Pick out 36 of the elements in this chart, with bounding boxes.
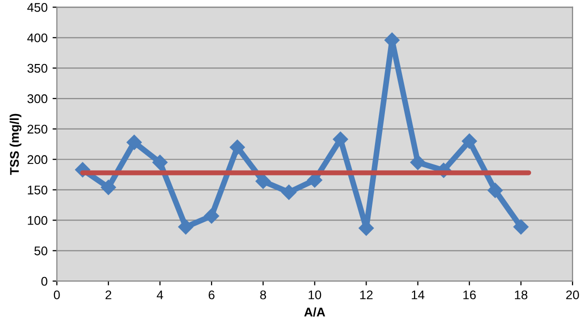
y-tick-label: 350 [27, 64, 48, 73]
point [410, 154, 426, 170]
y-tick-label: 300 [27, 94, 48, 104]
y-tick-label: 0 [41, 276, 48, 286]
point [126, 134, 142, 150]
point [513, 219, 529, 234]
x-tick-label: 6 [208, 290, 214, 300]
x-tick-label: 4 [156, 290, 164, 300]
x-tick-label: 18 [514, 290, 528, 300]
y-tick-label: 150 [28, 186, 48, 194]
x-tick-label: 20 [566, 290, 579, 300]
x-tick-label: 0 [54, 290, 60, 300]
point [488, 182, 503, 198]
y-tick-label: 450 [27, 3, 48, 12]
x-tick-label: 10 [308, 290, 322, 300]
x-axis-title: A/A [304, 307, 326, 317]
point [230, 140, 245, 155]
x-tick-label: 8 [260, 290, 266, 300]
y-axis-title: TSS (mg/l) [10, 114, 22, 175]
point [100, 180, 116, 195]
x-tick-label: 16 [463, 290, 476, 300]
y-tick-label: 50 [34, 246, 48, 256]
point [462, 134, 477, 149]
point [281, 184, 296, 200]
point [152, 154, 168, 170]
point [204, 208, 220, 224]
y-tick-label: 400 [27, 33, 48, 42]
y-tick-label: 200 [28, 155, 48, 164]
point [178, 219, 194, 234]
x-tick-label: 2 [106, 290, 112, 300]
point [256, 174, 271, 189]
point [332, 132, 348, 147]
x-tick-label: 14 [412, 290, 424, 300]
x-tick-label: 12 [360, 290, 373, 300]
y-tick-label: 250 [28, 124, 48, 134]
y-tick-label: 100 [28, 216, 48, 225]
